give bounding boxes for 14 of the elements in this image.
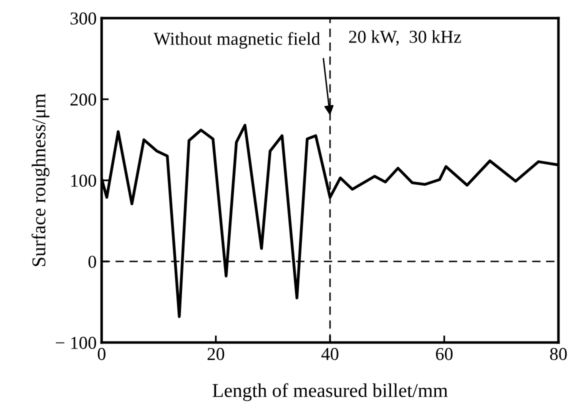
y-tick-label: 100 bbox=[71, 174, 96, 187]
annotation: Without magnetic field bbox=[154, 32, 320, 49]
y-tick-label: 0 bbox=[88, 256, 96, 268]
x-tick-label: 0 bbox=[98, 348, 106, 360]
x-tick-label: 60 bbox=[436, 348, 453, 360]
x-tick-label: 40 bbox=[321, 348, 338, 360]
y-axis-title: Surface roughness/μm bbox=[32, 94, 50, 266]
x-axis-title: Length of measured billet/mm bbox=[212, 383, 448, 402]
y-tick-label: − 100 bbox=[56, 336, 96, 349]
annotation: 20 kW, 30 kHz bbox=[349, 30, 461, 46]
y-tick-label: 300 bbox=[70, 12, 96, 25]
x-tick-label: 80 bbox=[550, 348, 567, 360]
x-tick-label: 20 bbox=[208, 348, 224, 360]
y-tick-label: 200 bbox=[70, 93, 96, 106]
